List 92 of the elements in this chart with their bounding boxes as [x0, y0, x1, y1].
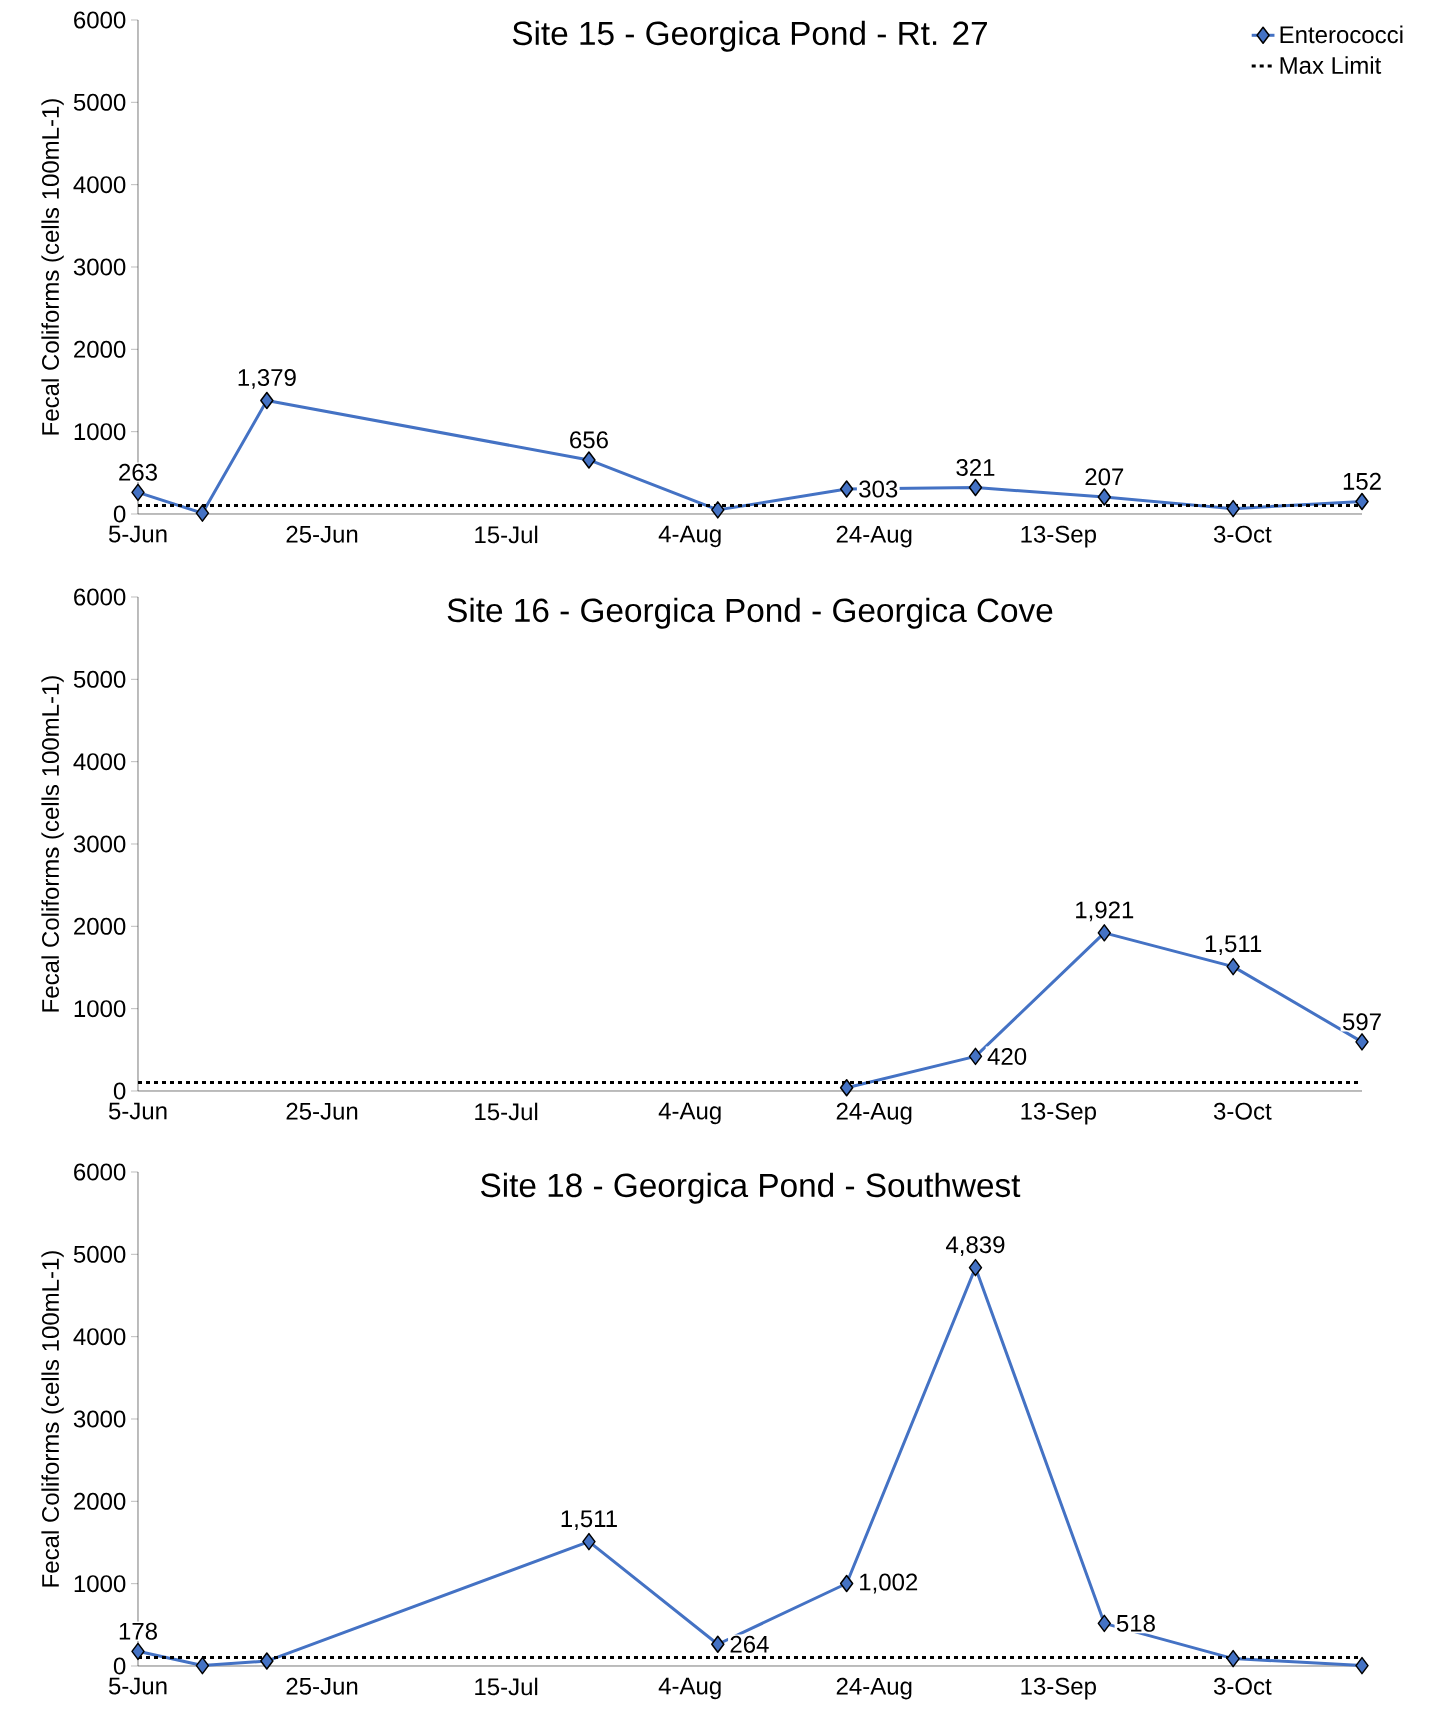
x-tick-label: 3-Oct [1213, 1677, 1272, 1695]
y-tick-label: 1000 [74, 1000, 126, 1018]
y-tick-label: 1000 [74, 1575, 126, 1593]
data-label: 1,921 [1076, 901, 1134, 922]
y-tick-label: 5000 [73, 670, 126, 688]
y-axis-title: Fecal Coliforms (cells 100mL-1) [41, 1251, 64, 1587]
x-tick-label: 24-Aug [836, 525, 912, 548]
point [711, 1635, 725, 1654]
data-label: 263 [119, 463, 157, 481]
point [260, 391, 274, 410]
x-tick-label: 4-Aug [658, 1677, 721, 1700]
x-tick-label: 13-Sep [1021, 1677, 1096, 1700]
point [839, 1078, 854, 1097]
y-tick-label: 6000 [74, 11, 126, 29]
point [131, 1642, 145, 1661]
x-tick-label: 3-Oct [1213, 525, 1272, 543]
point [1226, 499, 1240, 518]
y-tick-label: 5000 [73, 1245, 126, 1263]
chart-title: Site 18 - Georgica Pond - Southwest [480, 1172, 1021, 1204]
x-tick-label: 24-Aug [836, 1102, 912, 1125]
y-tick-label: 0 [113, 1082, 126, 1100]
point [839, 1574, 854, 1593]
point [260, 1652, 274, 1670]
point [1097, 488, 1112, 506]
y-tick-label: 3000 [73, 835, 126, 853]
data-label: 1,511 [1205, 935, 1262, 955]
point [1355, 492, 1369, 511]
y-tick-label: 4000 [73, 176, 126, 194]
y-tick-label: 4000 [73, 1328, 126, 1346]
legend-label: Enterococci [1280, 25, 1403, 44]
y-tick-label: 3000 [73, 258, 126, 276]
x-tick-label: 3-Oct [1213, 1102, 1272, 1120]
point [711, 501, 725, 519]
y-tick-label: 1000 [74, 423, 126, 441]
y-tick-label: 2000 [74, 917, 126, 935]
y-tick-label: 3000 [73, 1410, 126, 1428]
point [968, 478, 983, 497]
data-label: 264 [730, 1635, 769, 1653]
y-tick-label: 4000 [73, 753, 126, 771]
chart-title: Site 16 - Georgica Pond - Georgica Cove [447, 597, 1053, 629]
x-tick-label: 4-Aug [658, 525, 721, 548]
y-axis-title: Fecal Coliforms (cells 100mL-1) [41, 676, 64, 1012]
point [1226, 957, 1240, 976]
point [195, 504, 210, 522]
legend-label: Max Limit [1280, 56, 1382, 74]
data-label: 178 [119, 1622, 157, 1640]
y-tick-label: 0 [113, 505, 126, 523]
y-tick-label: 2000 [74, 1492, 126, 1510]
point [1226, 1649, 1240, 1668]
y-tick-label: 6000 [74, 588, 126, 606]
point [968, 1258, 983, 1277]
y-tick-label: 5000 [73, 93, 126, 111]
point [1355, 1033, 1369, 1051]
point [839, 480, 854, 498]
data-label: 420 [987, 1047, 1027, 1065]
y-tick-label: 6000 [74, 1163, 126, 1181]
data-label: 1,511 [561, 1510, 617, 1530]
data-label: 1,002 [860, 1573, 918, 1594]
point [195, 1656, 210, 1675]
point [582, 451, 596, 469]
point [1097, 924, 1112, 942]
point [582, 1532, 596, 1551]
point [968, 1047, 983, 1066]
data-label: 656 [570, 431, 608, 449]
x-tick-label: 25-Jun [286, 1677, 358, 1695]
data-label: 1,379 [238, 369, 296, 389]
x-tick-label: 4-Aug [658, 1102, 721, 1125]
x-tick-label: 5-Jun [108, 1677, 167, 1695]
x-tick-label: 25-Jun [286, 525, 358, 543]
x-tick-label: 15-Jul [475, 1677, 538, 1696]
data-label: 303 [859, 480, 898, 498]
data-label: 207 [1085, 468, 1124, 486]
point [1355, 1656, 1369, 1675]
y-tick-label: 2000 [74, 340, 126, 358]
x-tick-label: 15-Jul [475, 525, 538, 544]
data-label: 321 [956, 458, 995, 476]
data-label: 597 [1342, 1013, 1381, 1031]
y-tick-label: 0 [113, 1657, 126, 1675]
x-tick-label: 5-Jun [108, 525, 167, 543]
x-tick-label: 5-Jun [108, 1102, 167, 1120]
data-label: 4,839 [945, 1236, 1005, 1256]
point [131, 483, 145, 502]
point [1097, 1614, 1112, 1633]
x-tick-label: 13-Sep [1021, 1102, 1096, 1125]
data-label: 518 [1116, 1614, 1155, 1632]
data-label: 152 [1343, 472, 1381, 490]
x-tick-label: 15-Jul [475, 1102, 538, 1121]
x-tick-label: 13-Sep [1021, 525, 1096, 548]
y-axis-title: Fecal Coliforms (cells 100mL-1) [41, 99, 64, 435]
x-tick-label: 24-Aug [836, 1677, 912, 1700]
chart-title: Site 15 - Georgica Pond - Rt. 27 [512, 20, 987, 52]
x-tick-label: 25-Jun [286, 1102, 358, 1120]
